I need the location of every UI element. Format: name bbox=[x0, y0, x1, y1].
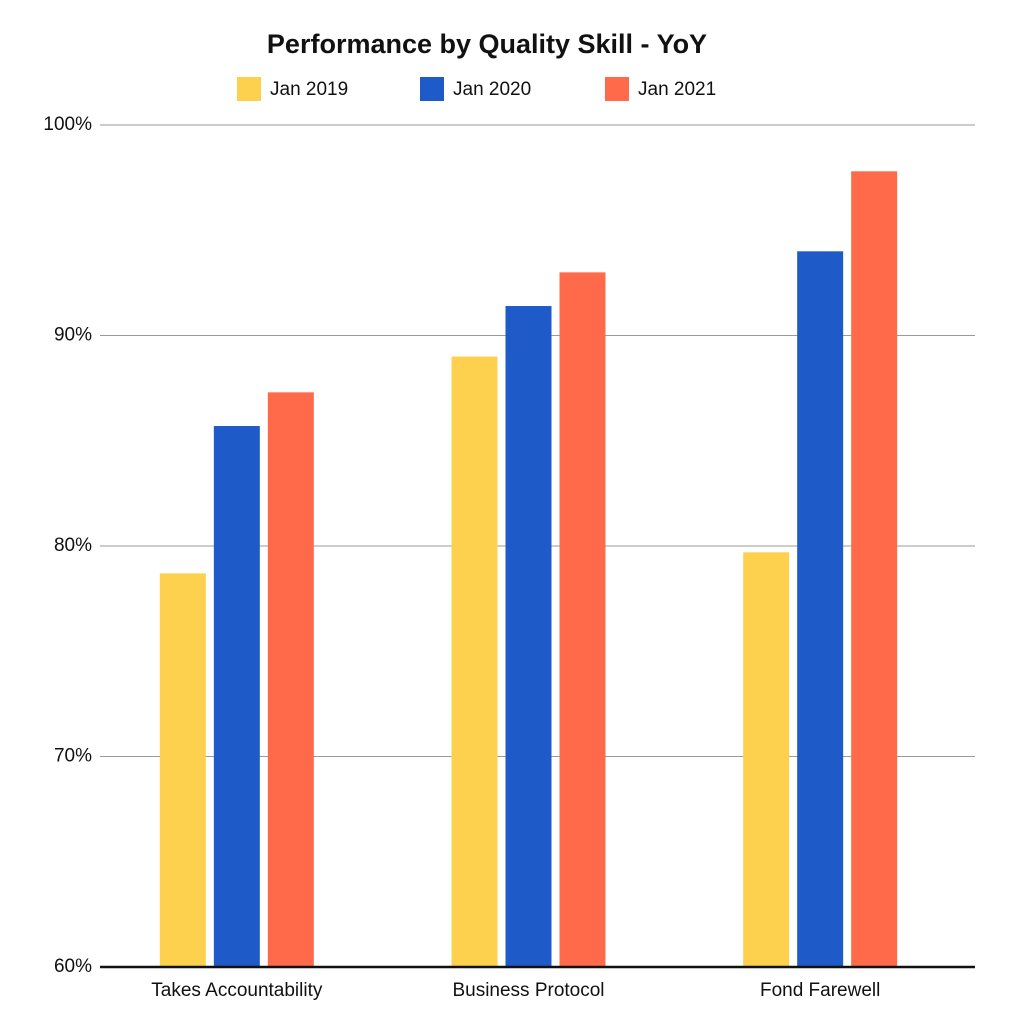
bar bbox=[743, 552, 790, 967]
y-tick-label: 90% bbox=[54, 325, 92, 346]
bar bbox=[213, 426, 260, 967]
y-tick-label: 70% bbox=[54, 746, 92, 767]
bar bbox=[159, 573, 206, 967]
legend-swatch bbox=[420, 77, 444, 101]
legend-swatch bbox=[237, 77, 261, 101]
bar bbox=[797, 251, 844, 968]
chart-title: Performance by Quality Skill - YoY bbox=[267, 29, 707, 59]
y-tick-label: 60% bbox=[54, 956, 92, 977]
bar bbox=[559, 272, 606, 968]
bar bbox=[505, 306, 552, 967]
bar bbox=[851, 171, 898, 967]
legend-swatch bbox=[605, 77, 629, 101]
x-tick-label: Business Protocol bbox=[452, 980, 604, 1001]
legend-label: Jan 2021 bbox=[638, 79, 716, 100]
y-tick-label: 100% bbox=[43, 114, 92, 135]
bar bbox=[267, 392, 314, 968]
bar bbox=[451, 356, 498, 967]
legend-label: Jan 2020 bbox=[453, 79, 531, 100]
y-tick-label: 80% bbox=[54, 535, 92, 556]
x-tick-label: Fond Farewell bbox=[760, 980, 880, 1001]
x-tick-label: Takes Accountability bbox=[151, 980, 323, 1001]
legend-label: Jan 2019 bbox=[270, 79, 348, 100]
